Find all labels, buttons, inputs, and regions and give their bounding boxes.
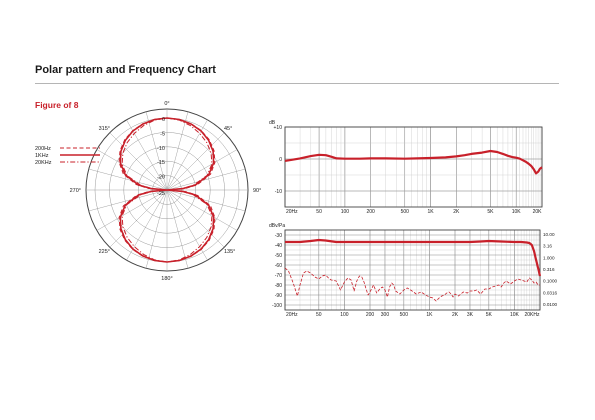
secondary-axis-label: 0.0316 bbox=[543, 290, 557, 295]
x-tick-label: 1K bbox=[427, 209, 434, 215]
line-chart-2 bbox=[284, 229, 542, 311]
y-tick-label: +10 bbox=[274, 125, 283, 131]
x-tick-label: 100 bbox=[341, 209, 350, 215]
series-line-1 bbox=[284, 267, 540, 302]
x-tick-label: 100 bbox=[340, 312, 349, 318]
polar-grid-spoke bbox=[166, 111, 189, 191]
x-tick-label: 300 bbox=[381, 312, 390, 318]
series-line-0 bbox=[284, 149, 543, 175]
polar-grid-spoke bbox=[166, 189, 189, 269]
x-tick-label: 10K bbox=[512, 209, 522, 215]
x-tick-label: 2K bbox=[453, 209, 460, 215]
polar-grid-spoke bbox=[145, 111, 168, 191]
polar-grid-spoke bbox=[166, 132, 225, 191]
x-tick-label: 10K bbox=[510, 312, 520, 318]
polar-angle-label: 180° bbox=[161, 276, 172, 282]
polar-angle-label: 135° bbox=[224, 249, 235, 255]
y-tick-label: -90 bbox=[275, 293, 282, 299]
y-tick-label: -100 bbox=[272, 303, 282, 309]
y-tick-label: -80 bbox=[275, 283, 282, 289]
x-tick-label: 200 bbox=[366, 312, 375, 318]
x-tick-label: 2K bbox=[452, 312, 459, 318]
plot-frame bbox=[284, 229, 541, 311]
polar-ring-label: -10 bbox=[157, 146, 165, 152]
secondary-axis-label: 10.00 bbox=[543, 232, 555, 237]
x-tick-label: 20Hz bbox=[286, 209, 298, 215]
line-chart-1 bbox=[284, 126, 543, 208]
polar-grid-spoke bbox=[166, 189, 238, 231]
polar-legend-label: 200Hz bbox=[35, 146, 51, 152]
polar-series-1khz bbox=[119, 117, 215, 263]
polar-ring-label: -15 bbox=[157, 160, 165, 166]
y-axis-label: dB bbox=[269, 120, 276, 126]
polar-angle-label: 270° bbox=[70, 188, 81, 194]
plot-frame bbox=[284, 126, 543, 208]
x-tick-label: 5K bbox=[486, 312, 493, 318]
polar-angle-label: 315° bbox=[99, 126, 110, 132]
polar-grid-spoke bbox=[109, 132, 168, 191]
polar-legend-label: 1KHz bbox=[35, 153, 49, 159]
secondary-axis-label: 0.0100 bbox=[543, 302, 557, 307]
polar-ring-label: -5 bbox=[160, 131, 165, 137]
secondary-axis-label: 0.1000 bbox=[543, 279, 557, 284]
polar-grid-spoke bbox=[88, 189, 168, 212]
polar-angle-label: 90° bbox=[253, 188, 261, 194]
polar-grid-spoke bbox=[166, 168, 246, 191]
y-tick-label: -70 bbox=[275, 273, 282, 279]
title-divider bbox=[35, 83, 559, 84]
x-tick-label: 50 bbox=[316, 209, 322, 215]
polar-grid-spoke bbox=[145, 189, 168, 269]
x-tick-label: 5K bbox=[487, 209, 494, 215]
x-tick-label: 20Hz bbox=[286, 312, 298, 318]
y-tick-label: -40 bbox=[275, 243, 282, 249]
polar-grid-spoke bbox=[166, 149, 238, 191]
polar-grid-spoke bbox=[109, 189, 168, 248]
polar-ring-label: 0 bbox=[162, 117, 165, 123]
polar-grid-spoke bbox=[88, 168, 168, 191]
y-tick-label: -30 bbox=[275, 233, 282, 239]
polar-grid-spoke bbox=[96, 149, 168, 191]
polar-grid-spoke bbox=[166, 189, 246, 212]
x-tick-label: 20K bbox=[533, 209, 543, 215]
polar-chart bbox=[60, 108, 249, 272]
polar-ring-label: -25 bbox=[157, 191, 165, 197]
secondary-axis-label: 0.316 bbox=[543, 267, 555, 272]
x-tick-label: 200 bbox=[366, 209, 375, 215]
y-tick-label: -50 bbox=[275, 253, 282, 259]
polar-series-20khz bbox=[121, 117, 213, 263]
figure-label: Figure of 8 bbox=[35, 100, 79, 110]
polar-grid-spoke bbox=[166, 189, 225, 248]
series-line-0 bbox=[285, 238, 542, 277]
polar-angle-label: 45° bbox=[224, 126, 232, 132]
y-tick-label: -10 bbox=[275, 189, 282, 195]
y-tick-label: 0 bbox=[279, 157, 282, 163]
page-title: Polar pattern and Frequency Chart bbox=[35, 64, 216, 76]
y-tick-label: -60 bbox=[275, 263, 282, 269]
polar-angle-label: 225° bbox=[99, 249, 110, 255]
secondary-axis-label: 1.000 bbox=[543, 255, 555, 260]
x-tick-label: 20KHz bbox=[524, 312, 540, 318]
polar-angle-label: 0° bbox=[164, 101, 169, 107]
x-tick-label: 3K bbox=[467, 312, 474, 318]
x-tick-label: 50 bbox=[316, 312, 322, 318]
y-axis-label: dBv/Pa bbox=[269, 223, 285, 229]
x-tick-label: 500 bbox=[401, 209, 410, 215]
x-tick-label: 500 bbox=[400, 312, 409, 318]
polar-grid-spoke bbox=[96, 189, 168, 231]
secondary-axis-label: 3.16 bbox=[543, 244, 552, 249]
polar-ring-label: -20 bbox=[157, 175, 165, 181]
x-tick-label: 1K bbox=[426, 312, 433, 318]
polar-legend-label: 20KHz bbox=[35, 160, 52, 166]
